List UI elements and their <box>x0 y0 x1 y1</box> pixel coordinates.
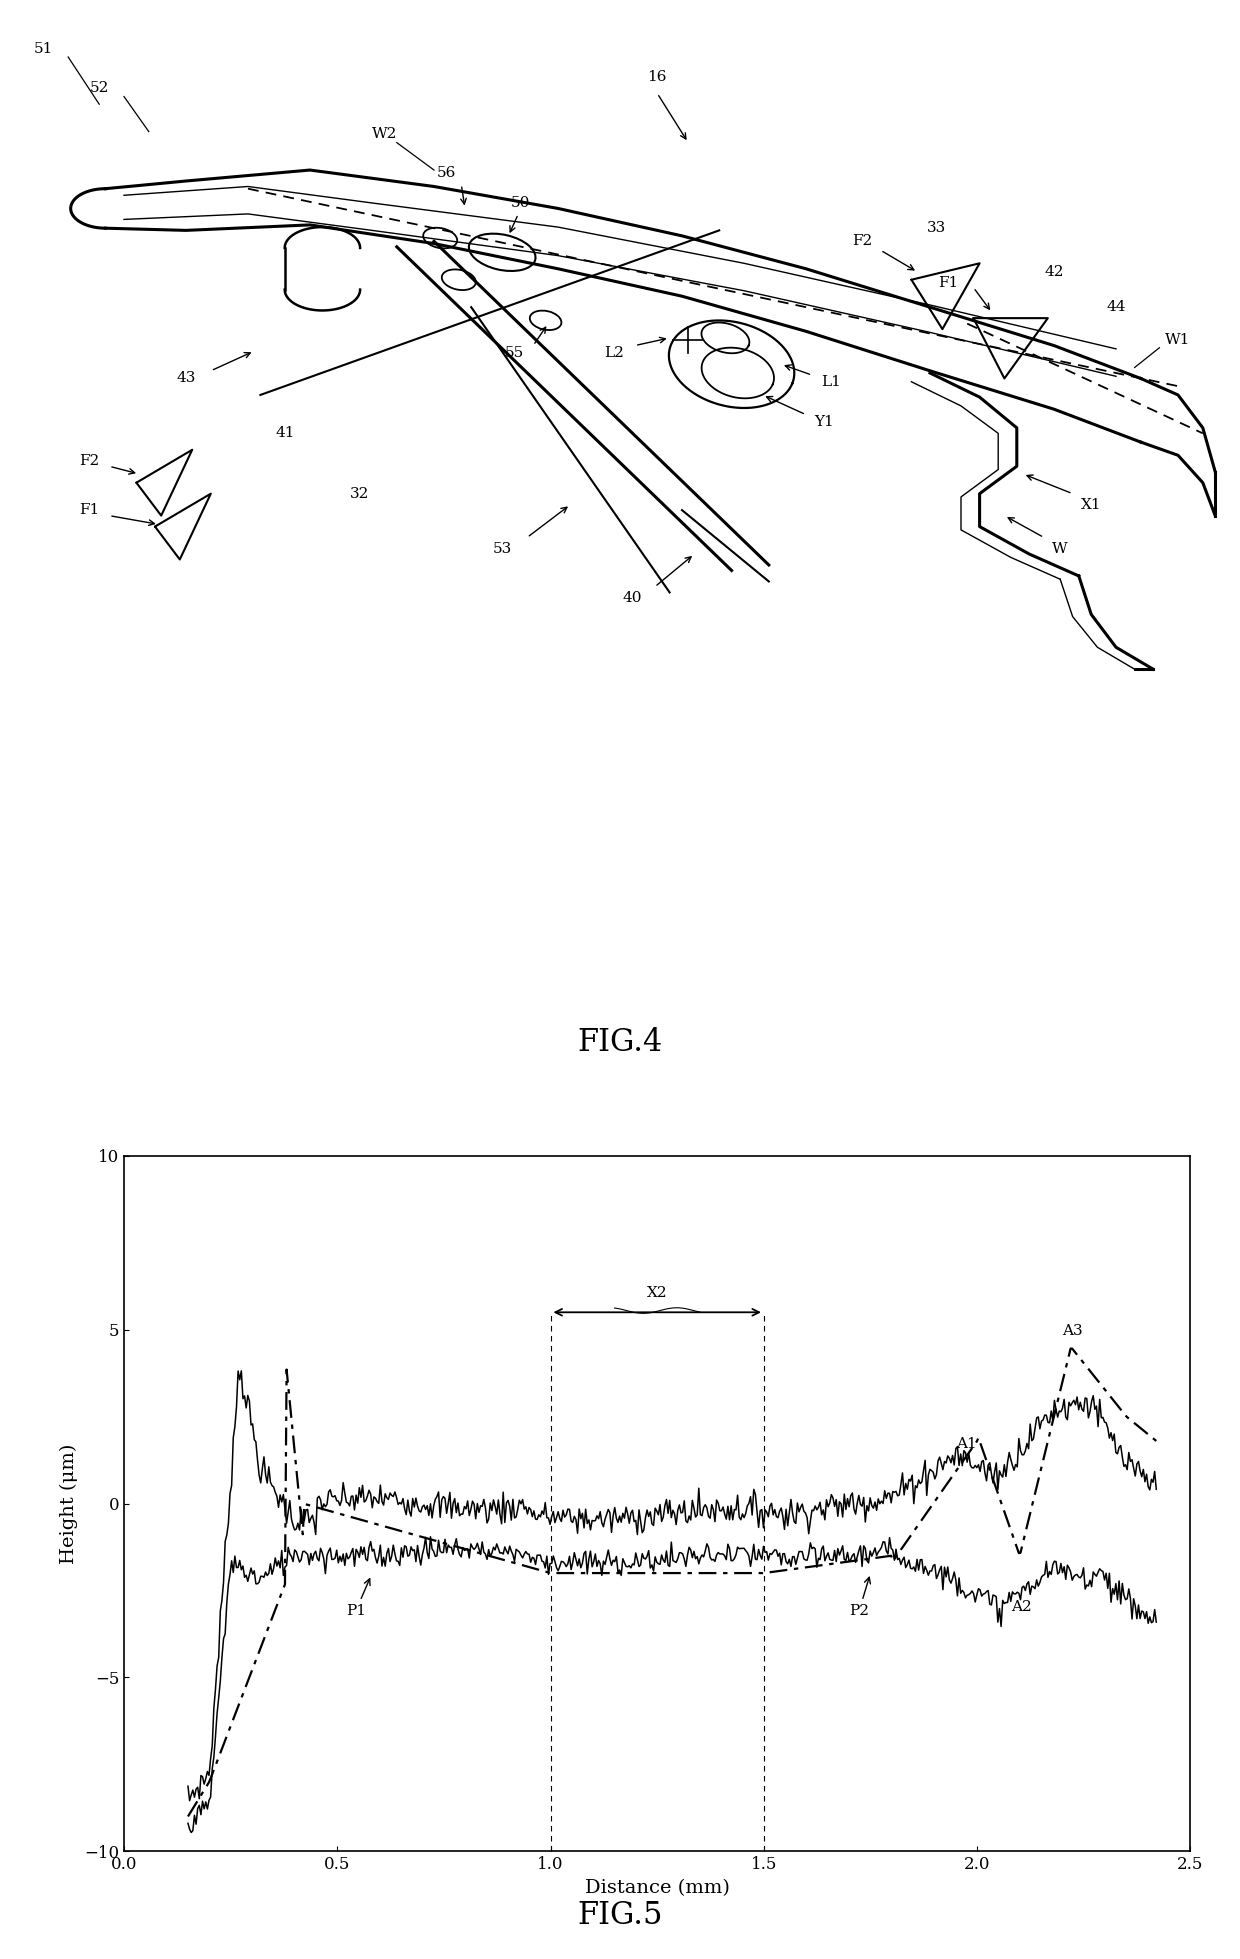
Text: F1: F1 <box>79 503 99 517</box>
Text: Y1: Y1 <box>815 415 835 429</box>
Text: P2: P2 <box>849 1577 870 1618</box>
Text: W: W <box>1053 541 1068 556</box>
Text: F2: F2 <box>79 454 99 468</box>
Text: F2: F2 <box>852 235 872 249</box>
X-axis label: Distance (mm): Distance (mm) <box>585 1879 729 1896</box>
Text: 56: 56 <box>436 167 456 180</box>
Text: A3: A3 <box>1063 1324 1083 1338</box>
Text: 53: 53 <box>492 541 512 556</box>
Text: 51: 51 <box>33 43 53 57</box>
Text: 50: 50 <box>511 196 531 210</box>
Text: X1: X1 <box>1081 498 1101 511</box>
Text: 43: 43 <box>176 372 196 386</box>
Text: 55: 55 <box>505 347 525 360</box>
Text: 52: 52 <box>89 80 109 94</box>
Text: 42: 42 <box>1044 264 1064 278</box>
Text: F1: F1 <box>939 276 959 290</box>
Y-axis label: Height (μm): Height (μm) <box>61 1444 78 1563</box>
Text: W1: W1 <box>1166 333 1190 347</box>
Text: X2: X2 <box>647 1287 667 1301</box>
Text: 16: 16 <box>647 71 667 84</box>
Text: W2: W2 <box>372 127 397 141</box>
Text: 32: 32 <box>350 486 370 502</box>
Text: A2: A2 <box>1012 1601 1032 1614</box>
Text: 33: 33 <box>926 221 946 235</box>
Text: FIG.5: FIG.5 <box>578 1900 662 1932</box>
Text: 41: 41 <box>275 427 295 441</box>
Text: FIG.4: FIG.4 <box>578 1027 662 1058</box>
Text: 40: 40 <box>622 592 642 605</box>
Text: L1: L1 <box>821 374 841 388</box>
Text: P1: P1 <box>346 1579 370 1618</box>
Text: A1: A1 <box>956 1436 977 1452</box>
Text: L2: L2 <box>604 347 624 360</box>
Text: 44: 44 <box>1106 300 1126 313</box>
